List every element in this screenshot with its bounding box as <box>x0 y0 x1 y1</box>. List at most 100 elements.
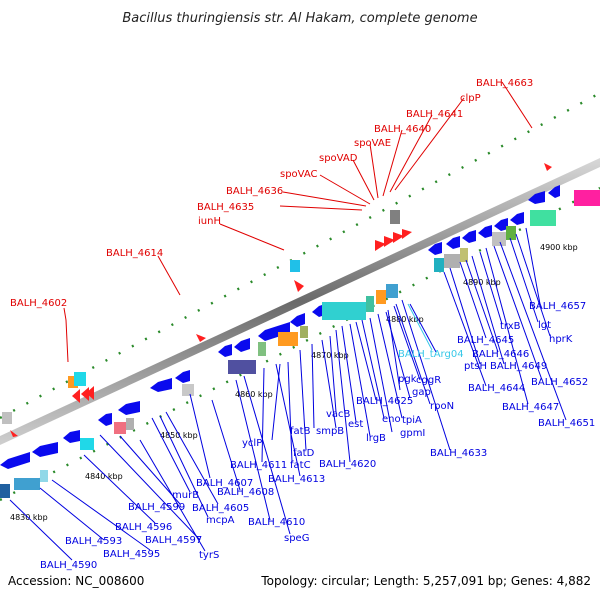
gene-label-below[interactable]: BALH_4593 <box>65 536 122 547</box>
feature-box[interactable] <box>530 210 556 226</box>
feature-box[interactable] <box>574 190 600 206</box>
gene-arrow[interactable] <box>528 191 545 204</box>
gene-arrow[interactable] <box>150 378 172 392</box>
gene-arrow[interactable] <box>446 236 460 249</box>
feature-box[interactable] <box>366 296 374 312</box>
gene-arrow[interactable] <box>175 370 190 383</box>
feature-box[interactable] <box>460 248 468 262</box>
gene-arrow[interactable] <box>81 387 89 401</box>
gene-label-below[interactable]: BALH_4620 <box>319 459 376 470</box>
gene-arrow[interactable] <box>494 218 508 231</box>
gene-label-below[interactable]: BALH_4652 <box>531 377 588 388</box>
gene-label-below[interactable]: BALH_4649 <box>490 361 547 372</box>
gene-label-above[interactable]: BALH_4614 <box>106 248 163 259</box>
gene-label-below[interactable]: hprK <box>549 334 573 345</box>
gene-arrow[interactable] <box>428 242 442 255</box>
gene-label-below[interactable]: gpmI <box>400 428 425 439</box>
gene-label-below[interactable]: BALH_4657 <box>529 301 586 312</box>
gene-label-below[interactable]: BALH_4651 <box>538 418 595 429</box>
gene-label-below[interactable]: BALH_4645 <box>457 335 514 346</box>
gene-label-below[interactable]: fatC <box>290 460 311 471</box>
gene-label-below[interactable]: pgk <box>398 374 417 385</box>
gene-label-below[interactable]: est <box>348 419 363 430</box>
feature-box[interactable] <box>2 412 12 424</box>
feature-box[interactable] <box>444 254 460 268</box>
gene-label-above[interactable]: clpP <box>460 93 481 104</box>
gene-label-below[interactable]: smpB <box>316 426 344 437</box>
feature-box[interactable] <box>258 342 266 356</box>
gene-arrow[interactable] <box>234 338 250 352</box>
gene-arrow[interactable] <box>544 163 552 171</box>
gene-label-below[interactable]: BALH_4605 <box>192 503 249 514</box>
feature-box[interactable] <box>74 372 86 386</box>
gene-label-below[interactable]: ptsH <box>464 361 487 372</box>
gene-label-above[interactable]: iunH <box>198 216 221 227</box>
gene-arrow[interactable] <box>290 313 305 327</box>
feature-box[interactable] <box>0 484 10 498</box>
gene-arrow[interactable] <box>294 280 304 292</box>
gene-label-below[interactable]: yclP <box>242 438 262 449</box>
gene-arrow[interactable] <box>375 240 386 251</box>
gene-arrow[interactable] <box>478 225 492 238</box>
gene-label-below[interactable]: trxB <box>500 321 521 332</box>
gene-arrow[interactable] <box>98 413 112 426</box>
gene-label-above[interactable]: spoVAD <box>319 153 358 164</box>
feature-box[interactable] <box>14 478 40 490</box>
gene-label-above[interactable]: BALH_4602 <box>10 298 67 309</box>
gene-label-below[interactable]: BALH_4625 <box>356 396 413 407</box>
gene-label-below[interactable]: BALH_4644 <box>468 383 525 394</box>
feature-box[interactable] <box>322 302 366 320</box>
gene-label-below[interactable]: BALH_4599 <box>128 502 185 513</box>
gene-label-below[interactable]: fatD <box>293 448 315 459</box>
gene-label-above[interactable]: spoVAE <box>354 138 391 149</box>
gene-label-above[interactable]: BALH_4635 <box>197 202 254 213</box>
feature-box[interactable] <box>40 470 48 482</box>
gene-label-below[interactable]: BALH_4595 <box>103 549 160 560</box>
feature-box[interactable] <box>376 290 386 304</box>
gene-label-below[interactable]: gap <box>412 387 431 398</box>
gene-label-below[interactable]: vacB <box>326 409 351 420</box>
gene-arrow[interactable] <box>312 304 325 317</box>
feature-box[interactable] <box>114 422 126 434</box>
gene-arrow[interactable] <box>384 236 395 247</box>
gene-label-below[interactable]: lrgB <box>366 433 386 444</box>
gene-arrow[interactable] <box>258 322 290 341</box>
feature-box[interactable] <box>126 418 134 430</box>
gene-label-below[interactable]: BALH_4646 <box>472 349 529 360</box>
gene-label-below[interactable]: lgt <box>538 320 551 331</box>
gene-label-below[interactable]: tyrS <box>199 550 219 561</box>
trna-label[interactable]: BALH_tArg04 <box>398 349 464 360</box>
gene-arrow[interactable] <box>548 185 560 198</box>
feature-box[interactable] <box>278 332 298 346</box>
feature-box[interactable] <box>492 232 506 246</box>
feature-box[interactable] <box>228 360 256 374</box>
gene-arrow[interactable] <box>510 212 524 225</box>
gene-arrow[interactable] <box>10 430 18 437</box>
gene-arrow[interactable] <box>462 230 476 243</box>
gene-arrow[interactable] <box>402 229 412 239</box>
gene-arrow[interactable] <box>196 334 206 342</box>
gene-label-below[interactable]: speG <box>284 533 309 544</box>
gene-label-below[interactable]: mcpA <box>206 515 235 526</box>
feature-box[interactable] <box>434 258 444 272</box>
gene-label-below[interactable]: BALH_4590 <box>40 560 97 571</box>
gene-label-below[interactable]: fatB <box>290 426 311 437</box>
gene-arrow[interactable] <box>393 232 404 243</box>
gene-arrow[interactable] <box>86 386 94 400</box>
gene-arrow[interactable] <box>0 452 30 469</box>
gene-label-below[interactable]: BALH_4610 <box>248 517 305 528</box>
feature-box[interactable] <box>290 260 300 272</box>
gene-label-below[interactable]: eno <box>382 414 401 425</box>
gene-arrow[interactable] <box>63 430 80 443</box>
gene-label-above[interactable]: BALH_4636 <box>226 186 283 197</box>
feature-box[interactable] <box>386 284 398 298</box>
gene-label-below[interactable]: BALH_4611 <box>230 460 287 471</box>
feature-box[interactable] <box>390 210 400 224</box>
gene-label-above[interactable]: BALH_4640 <box>374 124 431 135</box>
gene-arrow[interactable] <box>118 401 140 415</box>
gene-label-below[interactable]: murB <box>172 490 199 501</box>
gene-label-below[interactable]: BALH_4633 <box>430 448 487 459</box>
gene-label-below[interactable]: BALH_4613 <box>268 474 325 485</box>
gene-label-below[interactable]: BALH_4647 <box>502 402 559 413</box>
feature-box[interactable] <box>182 384 194 396</box>
